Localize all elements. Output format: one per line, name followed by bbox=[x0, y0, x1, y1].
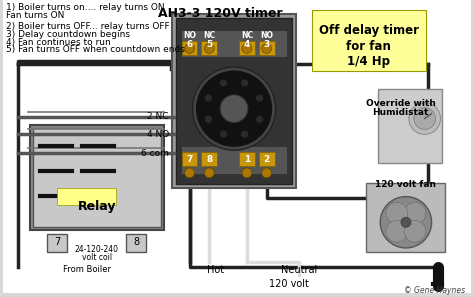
Circle shape bbox=[185, 168, 194, 178]
Circle shape bbox=[241, 130, 248, 138]
Text: 7: 7 bbox=[186, 154, 193, 164]
Text: NC: NC bbox=[203, 31, 215, 40]
Circle shape bbox=[255, 94, 264, 102]
Text: Override with: Override with bbox=[365, 99, 436, 108]
Text: 4 NO: 4 NO bbox=[146, 130, 169, 139]
Text: 2 NC: 2 NC bbox=[147, 112, 169, 121]
Text: Relay: Relay bbox=[77, 200, 116, 213]
Text: © Gene Haynes: © Gene Haynes bbox=[404, 287, 465, 296]
Circle shape bbox=[404, 220, 426, 242]
Bar bbox=[176, 18, 292, 184]
Text: 8: 8 bbox=[133, 237, 139, 247]
Circle shape bbox=[204, 115, 212, 123]
Text: 3) Delay countdown begins: 3) Delay countdown begins bbox=[6, 30, 130, 39]
Circle shape bbox=[242, 43, 252, 53]
Circle shape bbox=[262, 43, 272, 53]
Text: 8: 8 bbox=[206, 154, 212, 164]
Circle shape bbox=[185, 43, 194, 53]
Text: 7: 7 bbox=[54, 237, 60, 247]
Text: Humidistat: Humidistat bbox=[372, 108, 428, 117]
Bar bbox=[201, 152, 217, 166]
Text: Neutral: Neutral bbox=[281, 265, 318, 275]
Circle shape bbox=[219, 130, 228, 138]
Bar bbox=[259, 152, 274, 166]
Text: volt coil: volt coil bbox=[82, 253, 112, 262]
Text: 2) Boiler turns OFF... relay turns OFF: 2) Boiler turns OFF... relay turns OFF bbox=[6, 22, 170, 31]
Circle shape bbox=[404, 202, 426, 224]
Bar bbox=[57, 188, 117, 206]
Text: 4: 4 bbox=[244, 40, 250, 49]
Bar bbox=[172, 14, 296, 188]
Text: 1/4 Hp: 1/4 Hp bbox=[347, 55, 391, 68]
Circle shape bbox=[242, 168, 252, 178]
Text: 1: 1 bbox=[244, 154, 250, 164]
Circle shape bbox=[386, 220, 408, 242]
Bar bbox=[312, 10, 426, 71]
Circle shape bbox=[262, 168, 272, 178]
Text: Fan turns ON: Fan turns ON bbox=[6, 11, 64, 20]
Text: 2: 2 bbox=[264, 154, 270, 164]
Circle shape bbox=[401, 217, 411, 227]
Text: 3: 3 bbox=[264, 40, 270, 49]
Bar bbox=[33, 128, 161, 227]
Bar bbox=[201, 42, 217, 55]
Bar bbox=[182, 42, 198, 55]
Circle shape bbox=[255, 115, 264, 123]
Bar bbox=[47, 234, 67, 252]
Text: 6: 6 bbox=[186, 40, 193, 49]
Text: 120 volt fan: 120 volt fan bbox=[375, 180, 437, 189]
Circle shape bbox=[204, 43, 214, 53]
Circle shape bbox=[414, 108, 436, 129]
Text: 5: 5 bbox=[206, 40, 212, 49]
Text: 6 com: 6 com bbox=[141, 148, 169, 158]
Bar bbox=[127, 234, 146, 252]
Circle shape bbox=[380, 197, 432, 248]
Text: for fan: for fan bbox=[346, 40, 392, 53]
Bar bbox=[239, 152, 255, 166]
Text: 4) Fan continues to run: 4) Fan continues to run bbox=[6, 37, 110, 47]
Bar bbox=[29, 125, 164, 230]
Text: Off delay timer: Off delay timer bbox=[319, 24, 419, 37]
Circle shape bbox=[192, 67, 275, 150]
Bar bbox=[181, 146, 287, 174]
Bar bbox=[259, 42, 274, 55]
Text: Hot: Hot bbox=[207, 265, 224, 275]
Bar bbox=[181, 30, 287, 57]
Circle shape bbox=[219, 79, 228, 87]
Text: NC: NC bbox=[241, 31, 253, 40]
Text: From Boiler: From Boiler bbox=[63, 265, 111, 274]
Circle shape bbox=[409, 103, 440, 134]
Text: 1) Boiler turns on.... relay turns ON: 1) Boiler turns on.... relay turns ON bbox=[6, 3, 164, 12]
Text: 5) Fan turns OFF when countdown ends: 5) Fan turns OFF when countdown ends bbox=[6, 45, 185, 54]
Text: NO: NO bbox=[260, 31, 273, 40]
Circle shape bbox=[241, 79, 248, 87]
Circle shape bbox=[386, 202, 408, 224]
Text: AH3-3 120V timer: AH3-3 120V timer bbox=[158, 7, 283, 20]
Circle shape bbox=[220, 95, 248, 122]
Bar bbox=[182, 152, 198, 166]
Circle shape bbox=[204, 94, 212, 102]
Circle shape bbox=[204, 168, 214, 178]
Text: 120 volt: 120 volt bbox=[269, 279, 310, 289]
Text: NO: NO bbox=[183, 31, 196, 40]
Bar bbox=[366, 183, 446, 252]
Bar bbox=[378, 89, 442, 163]
Text: 24-120-240: 24-120-240 bbox=[75, 245, 118, 254]
Bar bbox=[239, 42, 255, 55]
